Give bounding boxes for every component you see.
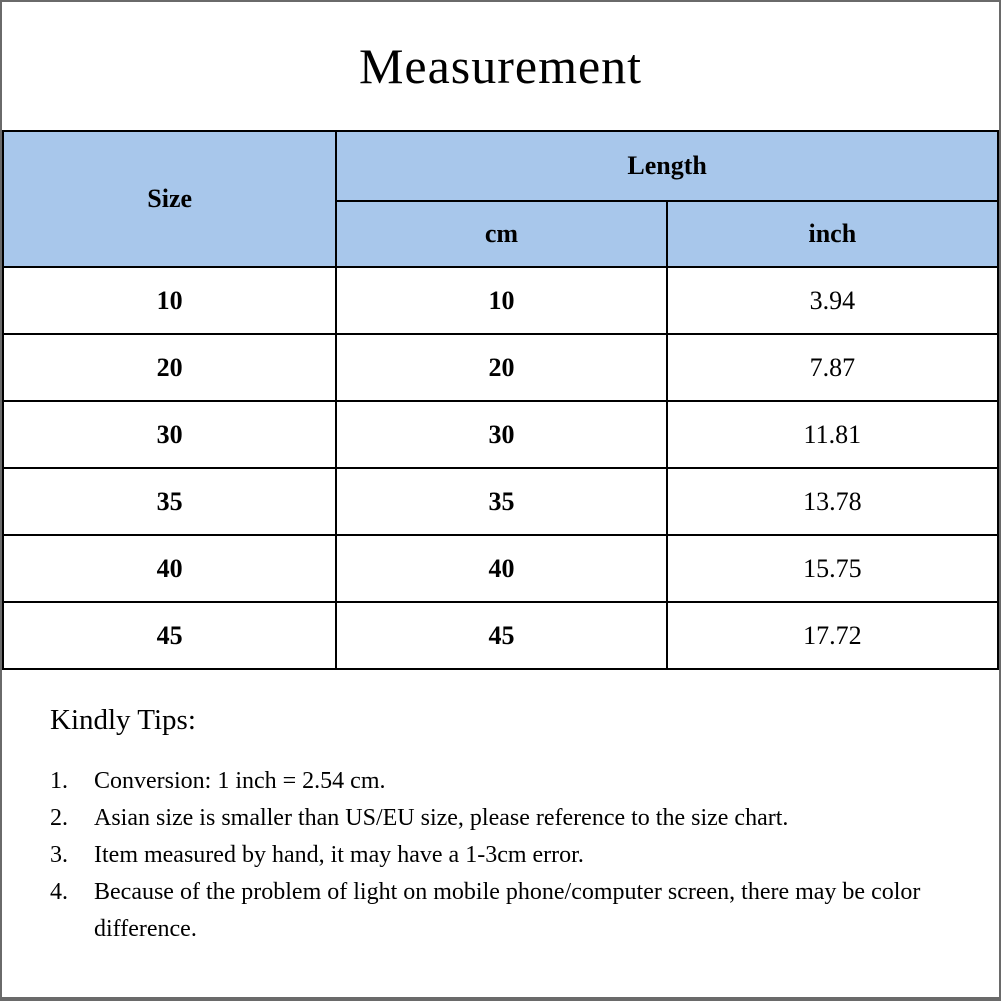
size-cell: 35 <box>2 467 338 536</box>
cm-cell: 45 <box>335 601 668 670</box>
cm-column-header: cm <box>335 200 668 268</box>
size-cell: 30 <box>2 400 338 469</box>
tip-item: 2. Asian size is smaller than US/EU size… <box>50 800 957 837</box>
tip-text: Item measured by hand, it may have a 1-3… <box>94 842 584 868</box>
table-row: 35 35 13.78 <box>2 467 999 536</box>
table-row: 40 40 15.75 <box>2 534 999 603</box>
tip-text: Conversion: 1 inch = 2.54 cm. <box>94 768 386 794</box>
length-column-header: Length <box>335 130 999 202</box>
inch-column-header: inch <box>665 200 999 268</box>
page-title: Measurement <box>358 38 643 94</box>
tip-item: 3. Item measured by hand, it may have a … <box>50 837 957 874</box>
tip-item: 1. Conversion: 1 inch = 2.54 cm. <box>50 763 957 800</box>
size-cell: 40 <box>2 534 338 603</box>
tips-heading: Kindly Tips: <box>50 704 196 736</box>
size-column-header: Size <box>2 130 338 268</box>
table-row: 30 30 11.81 <box>2 400 999 469</box>
tip-number: 2. <box>50 805 68 831</box>
tip-text: Because of the problem of light on mobil… <box>94 879 921 942</box>
cm-cell: 20 <box>335 333 668 402</box>
kindly-tips-section: Kindly Tips: 1. Conversion: 1 inch = 2.5… <box>2 670 999 948</box>
inch-cell: 15.75 <box>665 534 999 603</box>
inch-cell: 17.72 <box>665 601 999 670</box>
cm-cell: 40 <box>335 534 668 603</box>
size-cell: 45 <box>2 601 338 670</box>
title-bar: Measurement <box>2 2 999 130</box>
cm-cell: 35 <box>335 467 668 536</box>
tip-number: 3. <box>50 842 68 868</box>
table-row: 10 10 3.94 <box>2 266 999 335</box>
inch-cell: 13.78 <box>665 467 999 536</box>
size-chart-table: Size Length cm inch 10 10 3.94 20 20 7.8… <box>2 130 999 670</box>
tip-number: 1. <box>50 768 68 794</box>
tip-number: 4. <box>50 879 68 905</box>
cm-cell: 10 <box>335 266 668 335</box>
table-row: 45 45 17.72 <box>2 601 999 670</box>
tip-text: Asian size is smaller than US/EU size, p… <box>94 805 789 831</box>
tip-item: 4. Because of the problem of light on mo… <box>50 874 957 948</box>
size-cell: 20 <box>2 333 338 402</box>
inch-cell: 3.94 <box>665 266 999 335</box>
inch-cell: 11.81 <box>665 400 999 469</box>
size-cell: 10 <box>2 266 338 335</box>
table-row: 20 20 7.87 <box>2 333 999 402</box>
inch-cell: 7.87 <box>665 333 999 402</box>
cm-cell: 30 <box>335 400 668 469</box>
